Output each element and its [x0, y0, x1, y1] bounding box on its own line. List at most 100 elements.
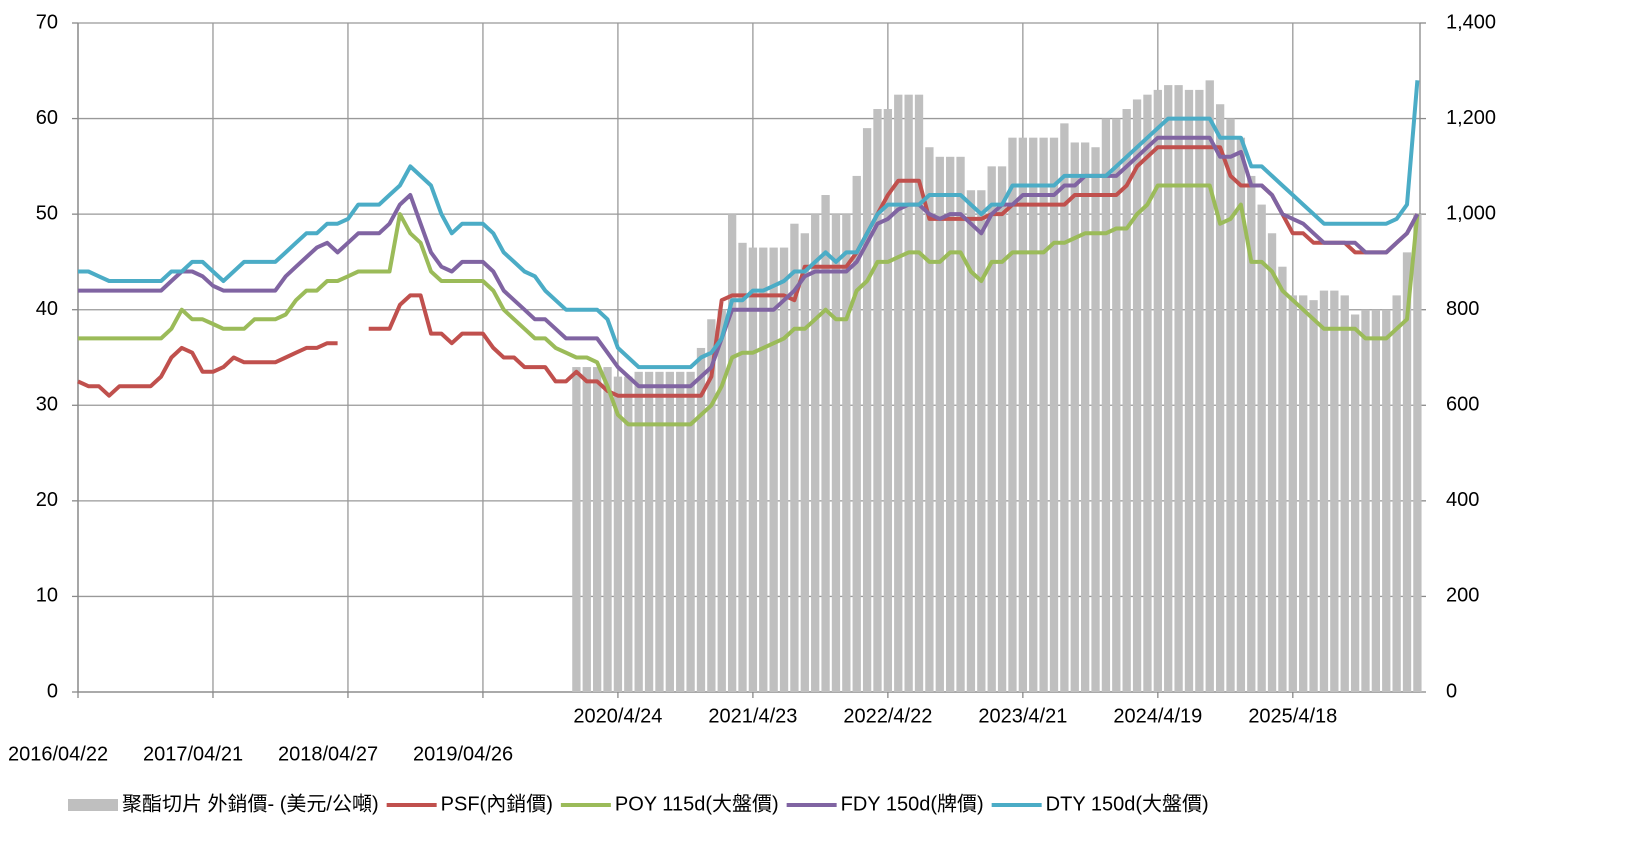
y-tick-label: 60 [36, 107, 58, 129]
bar [966, 190, 976, 692]
bar [1008, 137, 1017, 692]
legend-swatch [68, 799, 118, 811]
x-tick-label: 2022/4/22 [843, 705, 932, 727]
line-series [78, 183, 1420, 427]
bar [1039, 137, 1048, 692]
bar [644, 371, 654, 692]
y2-tick-label: 200 [1446, 585, 1479, 607]
bar [862, 128, 872, 693]
bar [1402, 252, 1412, 692]
bar [883, 109, 893, 692]
legend-label: PSF(內銷價) [441, 792, 553, 815]
bar [707, 319, 716, 692]
bar [1122, 109, 1131, 692]
bar [1309, 300, 1318, 692]
bar [914, 94, 924, 692]
bar [1060, 123, 1069, 693]
x-tick-label: 2021/4/23 [708, 705, 797, 727]
bar [665, 371, 674, 692]
bar [1330, 290, 1339, 692]
bar [1392, 295, 1401, 692]
bar [769, 247, 778, 693]
bar [676, 371, 685, 692]
legend-label: POY 115d(大盤價) [615, 792, 779, 815]
bar [811, 214, 820, 692]
bar [748, 247, 758, 693]
y-tick-label: 30 [36, 394, 58, 416]
bar [1070, 142, 1079, 692]
bar [1247, 175, 1256, 692]
y2-tick-label: 400 [1446, 489, 1479, 511]
bar [852, 175, 861, 692]
y2-tick-label: 1,400 [1446, 11, 1496, 33]
bar [1361, 309, 1370, 692]
bar [1132, 99, 1142, 692]
bar [582, 367, 591, 692]
bar [1049, 137, 1059, 692]
bar [1299, 295, 1308, 692]
y-tick-label: 50 [36, 202, 58, 224]
bar [1215, 104, 1225, 692]
y-tick-label: 70 [36, 11, 58, 33]
bar [1382, 309, 1391, 692]
y2-tick-label: 0 [1446, 680, 1457, 702]
bar [686, 371, 695, 692]
bar [873, 109, 882, 692]
x-tick-label: 2020/4/24 [573, 705, 662, 727]
bar [603, 367, 612, 692]
y-tick-label: 0 [47, 680, 58, 702]
y2-tick-label: 1,000 [1446, 202, 1496, 224]
bar [592, 367, 602, 692]
y2-tick-label: 1,200 [1446, 107, 1496, 129]
y-tick-label: 20 [36, 489, 58, 511]
legend-label: FDY 150d(牌價) [841, 792, 984, 815]
bar [634, 371, 643, 692]
legend-label: DTY 150d(大盤價) [1046, 792, 1209, 815]
bar [1029, 137, 1038, 692]
x-tick-label: 2023/4/21 [978, 705, 1067, 727]
x-tick-label: 2024/4/19 [1113, 705, 1202, 727]
bar [925, 147, 934, 692]
bar [1101, 118, 1111, 693]
y-tick-label: 40 [36, 298, 58, 320]
bar [1288, 295, 1297, 692]
y2-tick-label: 800 [1446, 298, 1479, 320]
y-tick-label: 10 [36, 585, 58, 607]
bar [717, 309, 726, 692]
bar [1205, 80, 1214, 693]
legend-label: 聚酯切片 外銷價- (美元/公噸) [122, 792, 379, 815]
x-tick-label: 2018/04/27 [278, 743, 378, 765]
bar [613, 376, 623, 692]
line-series [78, 135, 1420, 389]
bar [1080, 142, 1090, 692]
bar [779, 247, 789, 693]
bar [759, 247, 768, 693]
bar [1278, 266, 1287, 692]
bar [956, 156, 965, 693]
bar [790, 223, 799, 692]
bar [1340, 295, 1349, 692]
bar [894, 94, 903, 692]
bar [1164, 85, 1173, 692]
bar [997, 166, 1007, 692]
bar [1371, 309, 1381, 692]
bar [1413, 214, 1422, 692]
bar [624, 376, 633, 692]
bar [1195, 89, 1204, 692]
bar [1319, 290, 1329, 692]
bar [1174, 85, 1183, 692]
x-tick-label: 2017/04/21 [143, 743, 243, 765]
bar [935, 156, 944, 693]
bar [842, 214, 851, 692]
line-series [78, 80, 1420, 370]
line-series [77, 145, 1420, 398]
bar [1091, 147, 1100, 692]
bar [1257, 204, 1266, 693]
bar [727, 214, 737, 692]
x-tick-label: 2016/04/22 [8, 743, 108, 765]
bar [987, 166, 996, 692]
bar [572, 367, 581, 692]
bar [977, 190, 986, 692]
